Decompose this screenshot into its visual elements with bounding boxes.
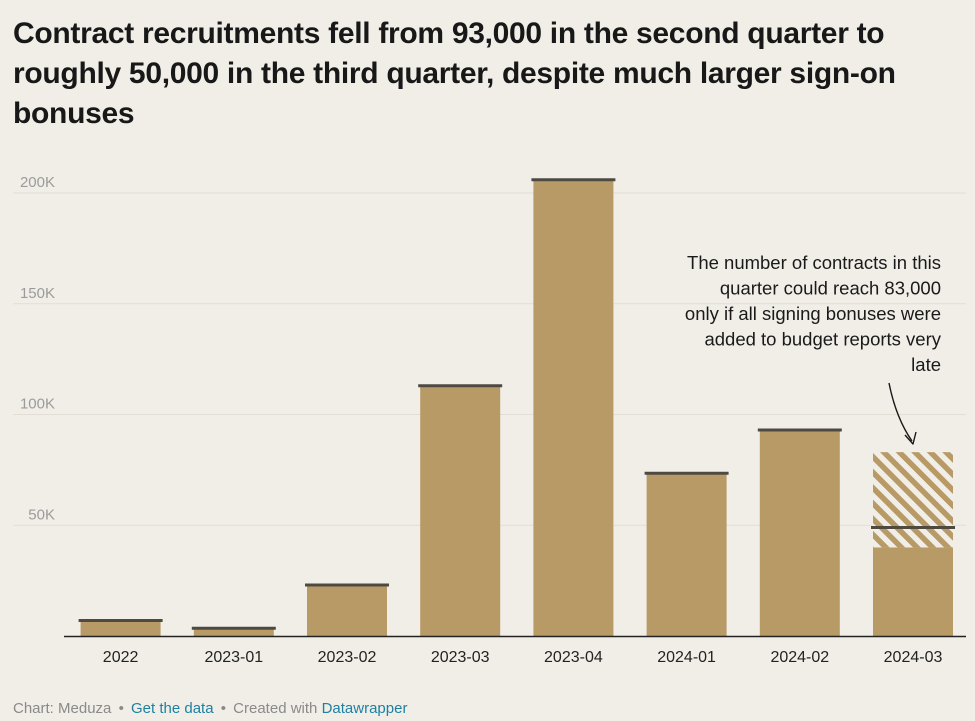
bar-2022 [80, 620, 161, 636]
bar-2023-02 [307, 585, 387, 636]
bar-2024-03-solid [873, 547, 953, 636]
y-tick-label: 50K [28, 506, 55, 523]
y-tick-label: 150K [20, 285, 55, 302]
bar-2023-03 [420, 385, 501, 636]
x-tick-label: 2023-04 [544, 649, 603, 666]
x-axis-labels: 2022 2023-01 2023-02 2023-03 2023-04 2024-01 2… [103, 649, 943, 666]
footer-separator-1: • [118, 700, 124, 717]
footer-created-with: Created with [233, 700, 318, 717]
bar-2023-04 [533, 179, 614, 636]
y-axis-ticks: 50K 100K 150K 200K [20, 174, 55, 523]
annotation-arrowhead [904, 431, 917, 445]
get-data-link[interactable]: Get the data [131, 700, 214, 717]
x-tick-label: 2024-02 [770, 649, 829, 666]
x-tick-label: 2023-02 [318, 649, 377, 666]
chart-footer: Chart: Meduza • Get the data • Created w… [13, 700, 407, 717]
annotation: The number of contracts in this quarter c… [685, 252, 942, 445]
y-tick-label: 200K [20, 174, 55, 191]
y-tick-label: 100K [20, 396, 55, 413]
bars [78, 178, 955, 636]
bar-2024-02 [759, 430, 840, 636]
chart-title: Contract recruitments fell from 93,000 i… [13, 17, 896, 130]
datawrapper-link[interactable]: Datawrapper [321, 700, 408, 717]
bar-chart: 50K 100K 150K 200K 2022 2023-01 2023-02 2023-0… [13, 174, 966, 666]
footer-source: Chart: Meduza [13, 700, 112, 717]
annotation-line: late [911, 354, 941, 375]
x-tick-label: 2023-01 [204, 649, 263, 666]
annotation-line: quarter could reach 83,000 [720, 278, 941, 299]
x-tick-label: 2023-03 [431, 649, 490, 666]
x-tick-label: 2024-01 [657, 649, 716, 666]
footer-separator-2: • [220, 700, 226, 717]
annotation-line: added to budget reports very [704, 329, 941, 350]
bar-2024-03-potential [873, 452, 953, 548]
bar-2024-01 [646, 473, 727, 636]
annotation-arrow [888, 382, 913, 442]
annotation-line: only if all signing bonuses were [685, 303, 941, 324]
x-tick-label: 2024-03 [884, 649, 943, 666]
bar-2023-01 [193, 628, 274, 636]
x-tick-label: 2022 [103, 649, 139, 666]
annotation-line: The number of contracts in this [687, 252, 941, 273]
